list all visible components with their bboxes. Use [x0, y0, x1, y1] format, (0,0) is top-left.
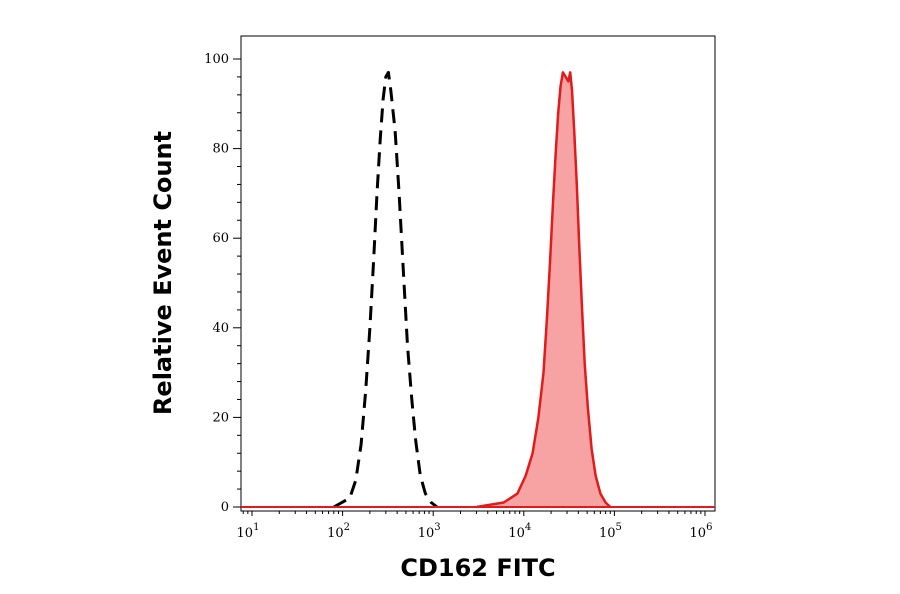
x-tick-label-4: 105	[599, 522, 622, 541]
series-1-fill	[476, 72, 611, 508]
y-tick-label-5: 100	[204, 52, 229, 67]
y-axis: 0 20 40 60 80 100	[204, 52, 241, 515]
x-tick-label-0: 101	[237, 522, 260, 541]
x-tick-label-2: 103	[418, 522, 441, 541]
y-minor-ticks	[237, 76, 241, 490]
y-tick-label-4: 80	[212, 142, 229, 157]
y-axis-title: Relative Event Count	[149, 131, 177, 415]
series-1-line	[476, 71, 612, 509]
x-tick-label-3: 104	[508, 522, 531, 541]
y-tick-label-2: 40	[212, 321, 229, 336]
x-tick-label-1: 102	[327, 522, 350, 541]
x-axis: 101 102 103 104 105 106	[237, 511, 713, 541]
y-tick-label-3: 60	[212, 231, 229, 246]
y-tick-label-0: 0	[221, 500, 229, 515]
x-axis-title: CD162 FITC	[400, 554, 555, 582]
series-layer	[241, 70, 715, 509]
x-tick-label-5: 106	[690, 522, 713, 541]
x-minor-ticks	[242, 511, 702, 514]
series-0-line	[333, 70, 438, 509]
plot-frame	[240, 35, 716, 512]
y-tick-label-1: 20	[212, 410, 229, 425]
